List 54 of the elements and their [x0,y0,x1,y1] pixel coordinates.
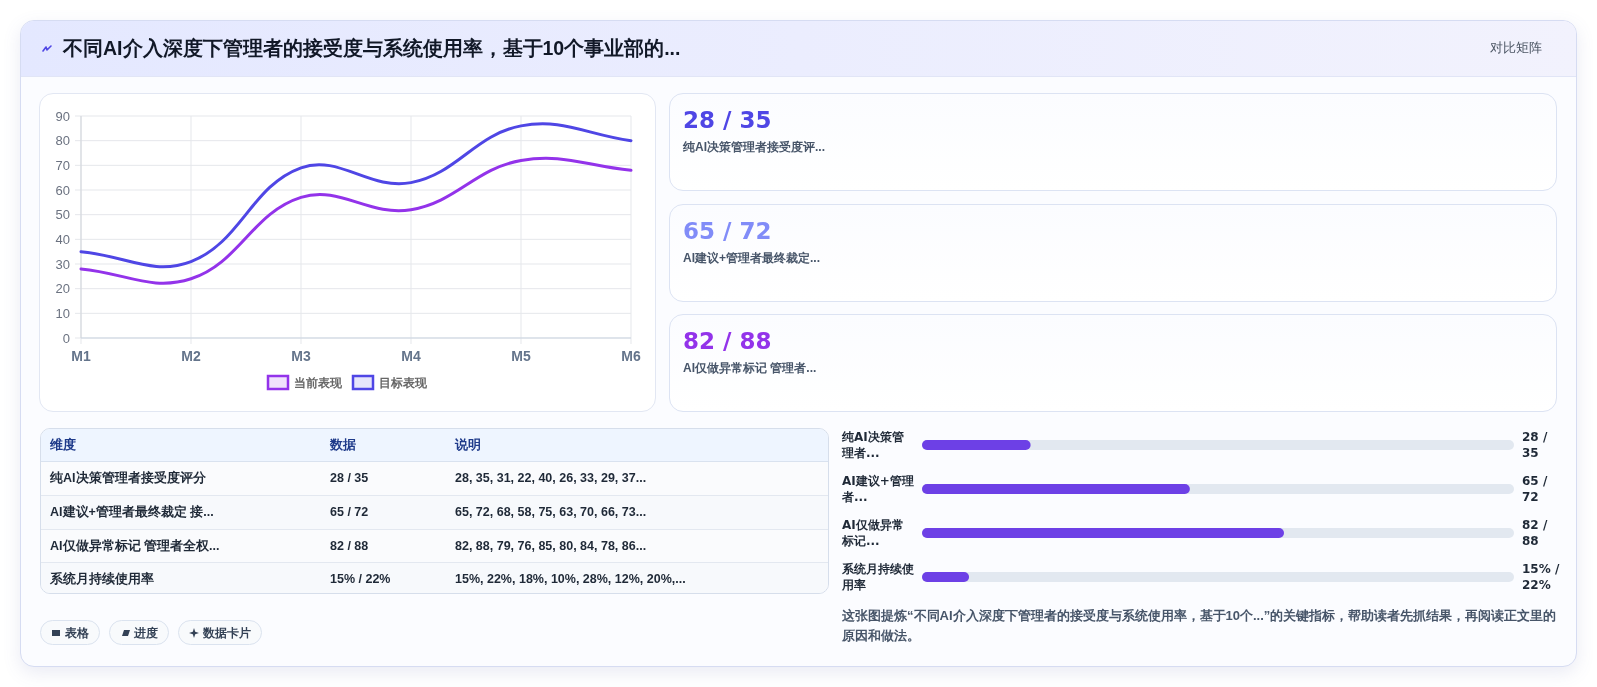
y-tick-label: AI仅做异常标记... [842,517,905,549]
legend-label: 目标表现 [379,376,428,390]
text: AI建议+管理者最终裁定... [683,249,821,266]
text: 15% / 22% [1522,561,1561,593]
x-tick-label: M4 [401,348,421,364]
text: 进度 [134,625,158,640]
y-tick-label: 60 [55,182,70,198]
y-tick-label: 纯AI决策管理者... [842,429,905,461]
y-tick-label: 0 [62,330,70,346]
text: AI仅做异常标记 管理者全权... [50,537,220,554]
x-tick-label: M2 [181,348,201,364]
bar [922,440,1031,450]
y-tick-label: 40 [55,231,70,247]
text: 28 / 35 [683,106,772,135]
text: AI建议+管理者最终裁定 接... [50,504,214,521]
y-tick-label: 90 [55,108,70,124]
y-tick-label: 20 [55,281,70,297]
text: 纯AI决策管理者接受度评... [683,139,826,155]
text: 这张图提炼“不同AI介入深度下管理者的接受度与系统使用率，基于10个...”的关键指标，帮助读者先抓结果，再阅读正文里的原因和做法。 [842,607,1558,645]
text: 28 / 35 [330,470,369,486]
category-label: 维度 [50,437,76,453]
text: AI仅做异常标记 管理者... [683,360,817,376]
text: 28 / 35 [1522,429,1549,461]
y-tick-label: 30 [55,256,70,272]
text: 15%, 22%, 18%, 10%, 28%, 12%, 20%,... [455,570,686,587]
text: 65 / 72 [1522,473,1549,505]
text: 数据卡片 [203,625,251,640]
text: 65, 72, 68, 58, 75, 63, 70, 66, 73... [455,504,647,521]
text: 65 / 72 [330,504,369,521]
text: 28, 35, 31, 22, 40, 26, 33, 29, 37... [455,470,647,486]
x-tick-label: M1 [71,348,91,364]
y-tick-label: 80 [55,133,70,149]
x-tick-label: M5 [511,348,531,364]
y-tick-label: AI建议+管理者... [842,473,915,505]
text: 82, 88, 79, 76, 85, 80, 84, 78, 86... [455,537,647,554]
y-tick-label: 系统月持续使用率 [842,561,915,593]
text: 82 / 88 [1522,517,1549,549]
y-tick-label: 10 [55,305,70,321]
text: 82 / 88 [330,537,369,554]
category-label: 说明 [455,437,481,453]
text: 对比矩阵 [1490,40,1542,57]
text: 表格 [65,625,89,640]
x-tick-label: M6 [621,348,641,364]
text: 不同AI介入深度下管理者的接受度与系统使用率，基于10个事业部的... [63,36,681,61]
x-tick-label: M3 [291,348,311,364]
text: 82 / 88 [683,327,772,356]
bar [922,572,970,582]
text: 65 / 72 [683,216,772,246]
category-label: 数据 [330,437,356,453]
y-tick-label: 70 [55,157,70,173]
y-tick-label: 50 [55,207,70,223]
legend-label: 当前表现 [294,376,343,390]
text: 纯AI决策管理者接受度评分 [50,470,206,486]
text: 15% / 22% [330,570,391,587]
